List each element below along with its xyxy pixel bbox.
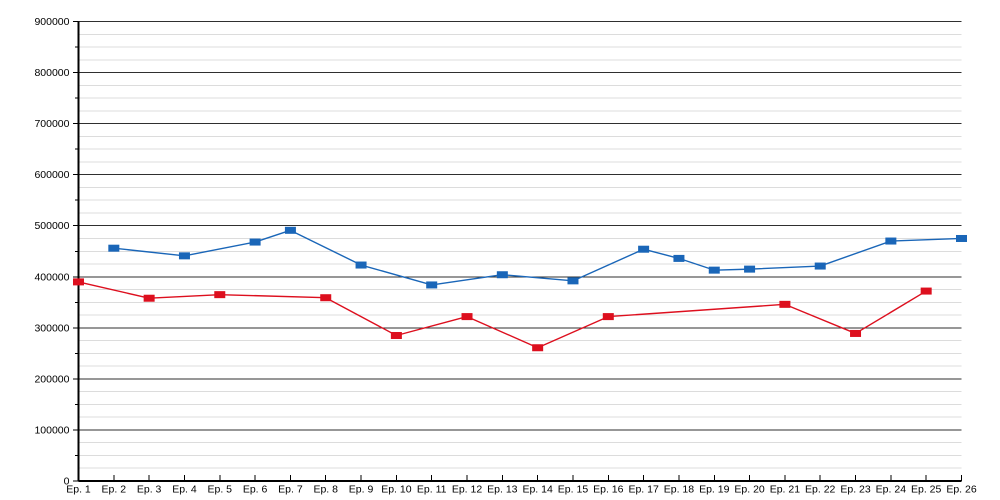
x-axis-label: Ep. 15 [558,484,589,496]
y-axis-label: 700000 [34,118,69,130]
x-axis-label: Ep. 2 [102,484,127,496]
blue-series-marker [814,262,826,270]
x-axis-label: Ep. 26 [946,484,977,496]
x-axis-label: Ep. 12 [452,484,483,496]
x-axis-label: Ep. 22 [805,484,836,496]
x-axis-label: Ep. 1 [66,484,91,496]
x-axis-label: Ep. 10 [381,484,412,496]
x-axis-label: Ep. 17 [628,484,659,496]
x-axis-label: Ep. 11 [417,484,447,496]
x-axis-label: Ep. 13 [487,484,518,496]
red-series-marker [214,291,226,299]
blue-series-marker [108,244,120,252]
blue-series-marker [744,265,756,273]
blue-series-marker [638,245,650,253]
red-series-marker [461,313,473,321]
y-axis-label: 200000 [34,373,69,385]
x-axis-label: Ep. 9 [349,484,374,496]
red-series-marker [920,287,932,295]
blue-series-marker [426,281,438,289]
blue-series-marker [496,271,508,279]
x-axis-label: Ep. 20 [734,484,765,496]
blue-series-marker [567,277,579,285]
blue-series-marker [708,266,720,274]
x-axis-label: Ep. 19 [699,484,730,496]
blue-series-marker [885,237,897,245]
x-axis-label: Ep. 25 [911,484,942,496]
x-axis-label: Ep. 6 [243,484,268,496]
blue-series-marker [673,254,685,262]
x-axis-label: Ep. 18 [664,484,695,496]
y-axis-label: 800000 [34,67,69,79]
y-axis-label: 900000 [34,16,69,28]
blue-series-marker [178,252,190,260]
y-axis-label: 500000 [34,220,69,232]
red-series-marker [850,329,862,337]
red-series-marker [602,313,614,321]
x-axis-label: Ep. 16 [593,484,624,496]
red-series-marker [320,294,332,302]
red-series-marker [143,294,155,302]
y-axis-label: 0 [64,476,70,488]
red-series-marker [73,278,84,286]
blue-series-marker [249,238,261,246]
x-axis-label: Ep. 14 [522,484,553,496]
x-axis-label: Ep. 21 [770,484,801,496]
y-axis-label: 600000 [34,169,69,181]
red-series-marker [532,344,544,352]
x-axis-label: Ep. 8 [313,484,338,496]
y-axis-label: 400000 [34,271,69,283]
x-axis-label: Ep. 4 [172,484,197,496]
x-axis-label: Ep. 3 [137,484,162,496]
x-axis-label: Ep. 5 [208,484,233,496]
blue-series-marker [355,261,367,269]
red-series-marker [390,331,402,339]
x-axis-label: Ep. 23 [840,484,871,496]
x-axis-label: Ep. 24 [876,484,907,496]
y-axis-label: 300000 [34,322,69,334]
blue-series-marker [956,234,967,242]
x-axis-label: Ep. 7 [278,484,303,496]
y-axis-label: 100000 [34,424,69,436]
blue-series-marker [284,226,296,234]
red-series-marker [779,300,791,308]
